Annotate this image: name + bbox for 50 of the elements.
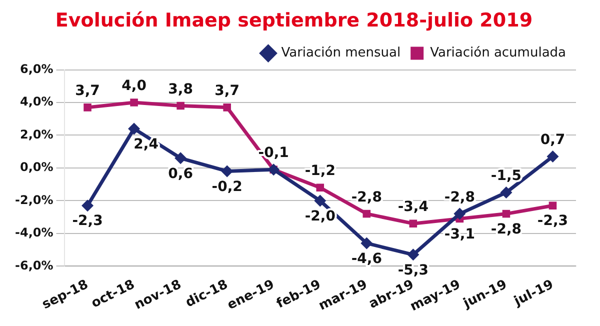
point <box>130 98 138 106</box>
data-label: -2,0 <box>304 208 336 224</box>
point <box>316 184 324 192</box>
point <box>546 150 559 163</box>
point <box>360 237 373 250</box>
point <box>84 104 92 112</box>
y-tick-label: 0,0% <box>20 160 54 174</box>
point <box>223 104 231 112</box>
legend-label: Variación acumulada <box>430 46 566 61</box>
y-tick-label: 6,0% <box>20 62 54 76</box>
y-tick-label: -6,0% <box>14 258 54 272</box>
data-label: -3,1 <box>444 226 476 242</box>
data-label: 0,7 <box>540 132 566 148</box>
data-label: -1,2 <box>304 163 336 180</box>
point <box>128 122 140 135</box>
point <box>221 165 234 178</box>
y-tick-label: 4,0% <box>20 94 54 109</box>
data-label: 3,8 <box>168 81 193 98</box>
data-label: 3,7 <box>214 83 240 100</box>
data-label: -2,8 <box>444 189 476 206</box>
data-label: 0,6 <box>168 166 193 182</box>
point <box>407 248 420 261</box>
data-label: -1,5 <box>490 168 522 184</box>
point <box>500 186 512 199</box>
point <box>548 202 557 210</box>
point <box>454 208 466 220</box>
point <box>409 220 418 228</box>
data-label: 2,4 <box>134 136 159 152</box>
y-tick-label: -4,0% <box>14 226 54 240</box>
chart-title: Evolución Imaep septiembre 2018-julio 2019 <box>55 9 533 32</box>
legend-label: Variación mensual <box>281 46 401 61</box>
point <box>268 164 280 176</box>
point <box>362 210 371 218</box>
data-label: -0,2 <box>212 178 242 195</box>
data-label: 4,0 <box>122 78 147 94</box>
point <box>176 102 184 110</box>
data-label: -4,6 <box>351 250 382 267</box>
y-tick-label: 2,0% <box>20 127 54 142</box>
data-label: -2,3 <box>72 213 103 230</box>
data-label: -2,3 <box>537 213 568 230</box>
point <box>82 200 94 212</box>
point <box>314 194 326 207</box>
y-tick-label: -2,0% <box>14 192 54 207</box>
point <box>174 152 187 164</box>
data-label: -5,3 <box>398 262 428 278</box>
data-label: -2,8 <box>351 189 382 206</box>
data-label: 3,7 <box>75 83 100 100</box>
data-label: -2,8 <box>490 221 522 238</box>
point <box>502 210 510 218</box>
data-label: -3,4 <box>398 199 429 216</box>
